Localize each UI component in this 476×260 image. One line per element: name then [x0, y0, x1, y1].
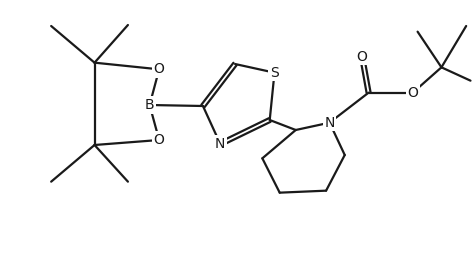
Text: O: O: [153, 62, 164, 76]
Text: O: O: [153, 133, 164, 147]
Text: B: B: [145, 98, 154, 112]
Text: N: N: [215, 137, 225, 151]
Text: O: O: [356, 50, 367, 64]
Text: S: S: [269, 66, 278, 80]
Text: O: O: [407, 86, 417, 100]
Text: N: N: [324, 116, 334, 130]
